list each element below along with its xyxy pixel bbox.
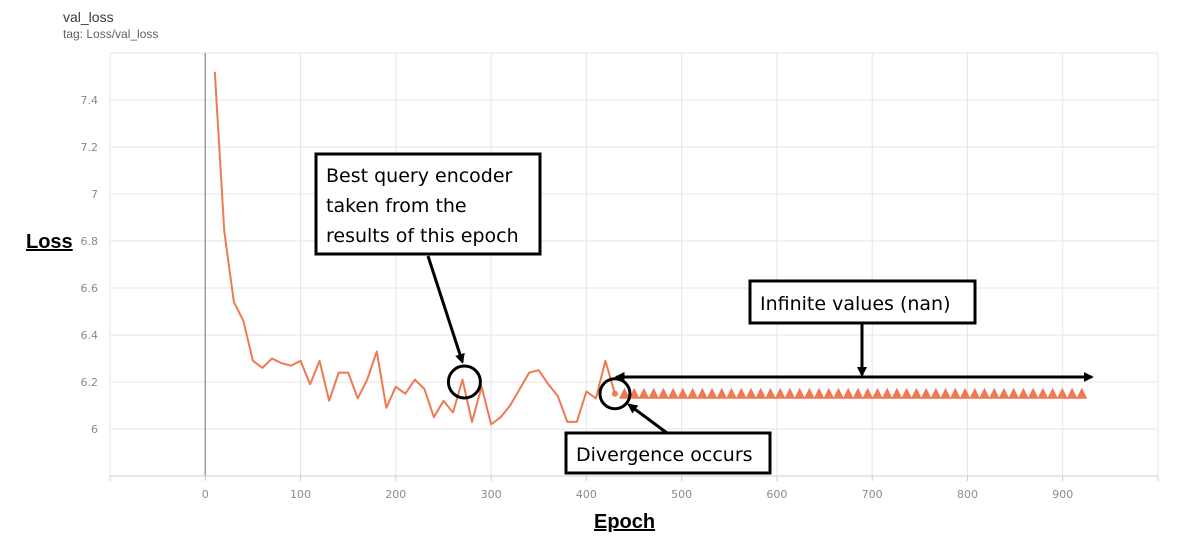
- nan-marker: [969, 387, 981, 399]
- y-tick-label: 7.4: [81, 94, 99, 107]
- nan-marker: [949, 387, 961, 399]
- val-loss-line: [213, 71, 616, 426]
- nan-marker: [745, 387, 757, 399]
- nan-marker: [638, 387, 650, 399]
- nan-marker: [862, 387, 874, 399]
- y-tick-label: 7.2: [81, 141, 99, 154]
- last-value-point: [611, 390, 618, 397]
- nan-marker: [901, 387, 913, 399]
- x-tick-label: 0: [202, 488, 209, 501]
- nan-marker: [988, 387, 1000, 399]
- nan-marker: [726, 387, 738, 399]
- x-tick-label: 200: [385, 488, 406, 501]
- nan-marker: [871, 387, 883, 399]
- nan-marker: [764, 387, 776, 399]
- divergence-callout-text: Divergence occurs: [576, 444, 753, 466]
- nan-marker: [930, 387, 942, 399]
- chart-tag: tag: Loss/val_loss: [63, 27, 159, 41]
- divergence-callout-box: [564, 431, 772, 475]
- x-axis-title: Epoch: [594, 511, 655, 533]
- x-tick-label: 500: [671, 488, 692, 501]
- x-tick-label: 300: [481, 488, 502, 501]
- x-tick-label: 700: [862, 488, 883, 501]
- nan-marker: [735, 387, 747, 399]
- nan-marker: [881, 387, 893, 399]
- nan-marker: [813, 387, 825, 399]
- annotations: Best query encoder taken from the results …: [314, 152, 1094, 475]
- nan-marker: [794, 387, 806, 399]
- tick-labels: 0 100 200 300 400 500 600 700 800 900 6 6.2 6.4 6.6 6.…: [81, 94, 1074, 501]
- y-axis-title: Loss: [26, 231, 73, 253]
- nan-marker: [1056, 387, 1068, 399]
- chart-title: val_loss: [63, 9, 114, 25]
- y-tick-label: 7: [91, 188, 98, 201]
- nan-marker: [657, 387, 669, 399]
- nan-marker: [687, 387, 699, 399]
- nan-marker: [1047, 387, 1059, 399]
- nan-marker: [628, 387, 640, 399]
- nan-marker: [1066, 387, 1078, 399]
- best-encoder-callout-line: Best query encoder: [326, 165, 513, 187]
- nan-marker: [1017, 387, 1029, 399]
- best-encoder-callout-line: results of this epoch: [326, 225, 519, 247]
- nan-marker: [1076, 387, 1088, 399]
- y-tick-label: 6.6: [81, 282, 99, 295]
- nan-callout-text: Infinite values (nan): [760, 293, 951, 315]
- nan-marker: [618, 387, 630, 399]
- best-encoder-callout-box: [314, 152, 542, 256]
- x-tick-label: 100: [290, 488, 311, 501]
- nan-marker: [755, 387, 767, 399]
- grid: [109, 52, 1159, 481]
- nan-marker: [842, 387, 854, 399]
- nan-marker: [852, 387, 864, 399]
- nan-marker: [648, 387, 660, 399]
- best-epoch-circle: [446, 364, 482, 400]
- y-tick-label: 6: [91, 423, 98, 436]
- nan-marker: [667, 387, 679, 399]
- best-encoder-callout-line: taken from the: [326, 195, 467, 217]
- nan-marker: [774, 387, 786, 399]
- nan-marker: [1027, 387, 1039, 399]
- divergence-arrow: [627, 403, 668, 435]
- nan-marker: [803, 387, 815, 399]
- nan-marker: [978, 387, 990, 399]
- nan-marker: [959, 387, 971, 399]
- x-tick-label: 600: [766, 488, 787, 501]
- nan-marker: [784, 387, 796, 399]
- nan-marker: [910, 387, 922, 399]
- nan-marker: [706, 387, 718, 399]
- y-tick-label: 6.2: [81, 376, 99, 389]
- nan-marker: [1037, 387, 1049, 399]
- x-tick-label: 400: [576, 488, 597, 501]
- x-tick-label: 900: [1052, 488, 1073, 501]
- series: [213, 71, 1088, 426]
- x-tick-label: 800: [957, 488, 978, 501]
- nan-marker: [716, 387, 728, 399]
- nan-marker: [891, 387, 903, 399]
- nan-marker: [998, 387, 1010, 399]
- y-tick-label: 6.4: [81, 329, 99, 342]
- nan-marker: [1008, 387, 1020, 399]
- nan-marker: [920, 387, 932, 399]
- best-encoder-arrow: [426, 255, 465, 364]
- nan-marker: [823, 387, 835, 399]
- chart-header: val_loss tag: Loss/val_loss: [63, 8, 158, 42]
- nan-marker: [940, 387, 952, 399]
- nan-marker: [677, 387, 689, 399]
- y-tick-label: 6.8: [81, 235, 99, 248]
- nan-marker: [833, 387, 845, 399]
- nan-marker: [696, 387, 708, 399]
